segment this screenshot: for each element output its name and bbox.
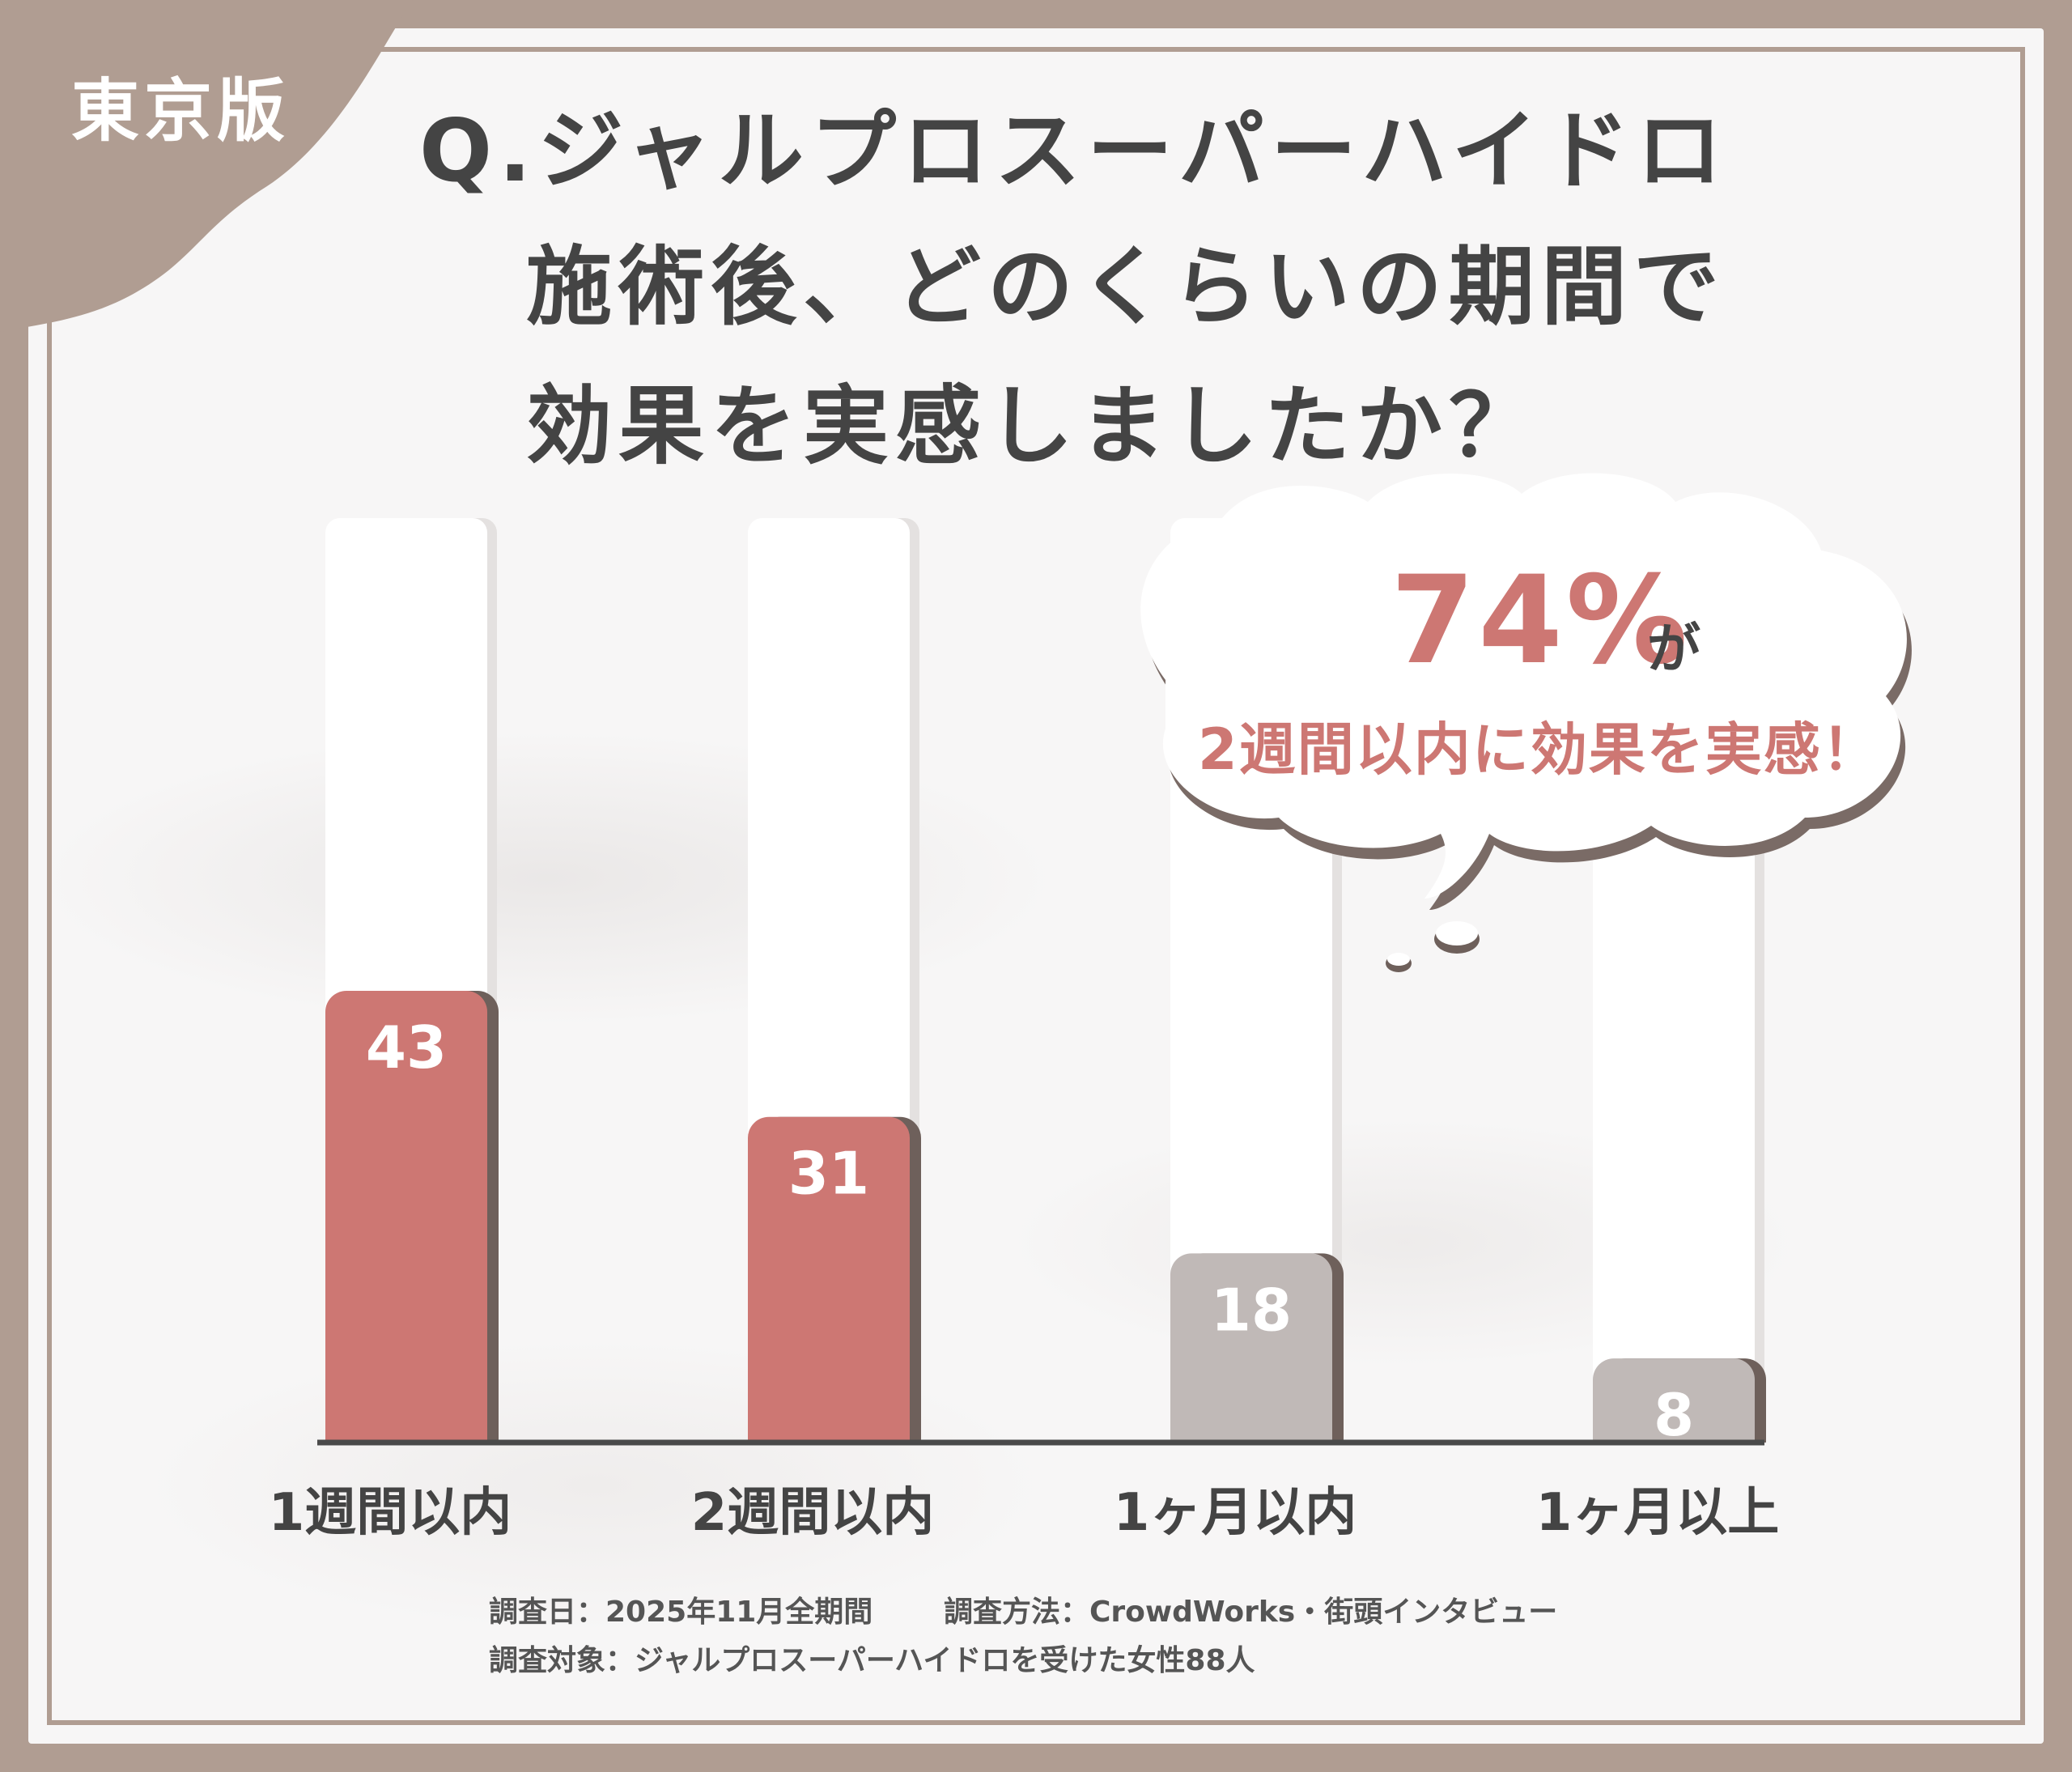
bar-base-shadow <box>1332 1418 1344 1443</box>
category-label: 1ヶ月以内 <box>1114 1483 1357 1543</box>
bars: 43 31 18 8 <box>325 990 1766 1449</box>
bar-value-label: 31 <box>788 1140 869 1208</box>
edition-label: 東京版 <box>71 71 291 151</box>
survey-date-note: 調査日：2025年11月全期間 <box>489 1596 873 1629</box>
bar-base-1 <box>325 1418 499 1443</box>
bar-value-label: 43 <box>366 1013 447 1081</box>
bar-base-3 <box>1170 1418 1344 1443</box>
question-title-line-1: Q.ジャルプロスーパーハイドロ <box>419 101 1729 201</box>
category-label: 1ヶ月以上 <box>1536 1483 1780 1543</box>
bar-value-label: 18 <box>1211 1276 1292 1344</box>
bar-base-shadow <box>910 1418 921 1443</box>
category-labels: 1週間以内 2週間以内 1ヶ月以内 1ヶ月以上 <box>269 1483 1780 1543</box>
bar-value-label: 8 <box>1654 1381 1694 1449</box>
callout-message: 2週間以内に効果を実感！ <box>1198 716 1880 783</box>
corner-tab <box>0 0 413 332</box>
bar-1 <box>325 990 487 1443</box>
callout-percent: 74% <box>1391 550 1692 691</box>
speech-bubble <box>1140 473 1912 972</box>
bar-base-shadow <box>487 1418 499 1443</box>
question-title-line-3: 効果を実感しましたか？ <box>526 376 1541 476</box>
category-label: 1週間以内 <box>269 1483 512 1543</box>
category-label: 2週間以内 <box>691 1483 935 1543</box>
bar-base-shadow <box>1755 1418 1766 1443</box>
question-title-line-2: 施術後、どのくらいの期間で <box>526 237 1726 337</box>
bar-2 <box>748 1116 910 1443</box>
bar-base-4 <box>1593 1418 1766 1443</box>
survey-method-note: 調査方法：CrowdWorks・街頭インタビュー <box>944 1596 1558 1629</box>
inner-frame <box>47 47 2025 1725</box>
survey-target-note: 調査対象：ジャルプロスーパーハイドロを受けた女性88人 <box>489 1644 1255 1677</box>
bar-base-2 <box>748 1418 921 1443</box>
callout-suffix: が <box>1647 618 1700 680</box>
bar-3 <box>1170 1253 1332 1443</box>
